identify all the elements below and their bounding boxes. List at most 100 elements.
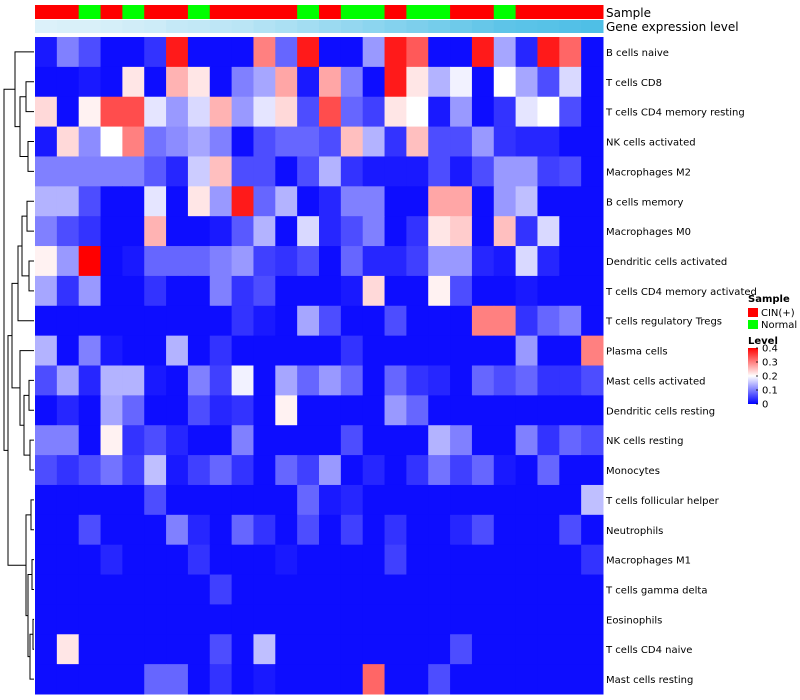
heatmap-cell xyxy=(362,335,386,366)
heatmap-cell xyxy=(78,484,102,516)
expression-annotation-cell xyxy=(559,20,582,33)
heatmap-cell xyxy=(35,335,58,366)
row-label: Mast cells resting xyxy=(606,675,693,686)
heatmap-cell xyxy=(56,365,80,396)
level-tick-label: 0 xyxy=(762,400,768,411)
heatmap-cell xyxy=(166,365,189,396)
heatmap-cell xyxy=(187,335,211,366)
heatmap-cell xyxy=(253,544,276,576)
heatmap-cell xyxy=(537,365,560,396)
heatmap-cell xyxy=(78,544,102,576)
heatmap-cell xyxy=(340,604,364,635)
expression-annotation-cell xyxy=(166,20,189,33)
heatmap-cell xyxy=(537,395,560,426)
heatmap-cell xyxy=(428,634,451,665)
heatmap-cell xyxy=(144,96,167,128)
heatmap-cell xyxy=(100,544,123,576)
heatmap-cell xyxy=(428,574,451,605)
heatmap-cell xyxy=(297,455,320,486)
heatmap-cell xyxy=(297,216,320,247)
heatmap-cell xyxy=(471,216,495,247)
heatmap-cell xyxy=(384,574,407,605)
heatmap-cell xyxy=(275,246,298,277)
heatmap-cell xyxy=(362,544,386,576)
cin-legend-swatch xyxy=(748,308,758,317)
heatmap-cell xyxy=(537,216,560,247)
heatmap-cell xyxy=(187,455,211,486)
heatmap-cell xyxy=(100,335,123,366)
dendrogram-branch xyxy=(19,96,28,157)
heatmap-cell xyxy=(537,634,560,665)
heatmap-cell xyxy=(340,246,364,277)
heatmap-cell xyxy=(56,66,80,98)
heatmap-cell xyxy=(384,604,407,635)
heatmap-cell xyxy=(144,186,167,217)
heatmap-cell xyxy=(450,574,473,605)
heatmap-cell xyxy=(253,664,276,695)
heatmap-cell xyxy=(78,246,102,277)
sample-annotation-cell xyxy=(319,5,342,19)
heatmap-cell xyxy=(362,186,386,217)
heatmap-cell xyxy=(253,574,276,605)
heatmap-cell xyxy=(275,425,298,456)
heatmap-cell xyxy=(450,335,473,366)
sample-annotation-cell xyxy=(471,5,495,19)
level-color-bar xyxy=(748,348,758,404)
heatmap-cell xyxy=(100,305,123,337)
heatmap-cell xyxy=(275,514,298,546)
expression-annotation-cell xyxy=(384,20,407,33)
sample-annotation-cell xyxy=(493,5,517,19)
sample-annotation-cell xyxy=(35,5,58,19)
heatmap-cell xyxy=(537,305,560,337)
heatmap-cell xyxy=(275,634,298,665)
heatmap-cell xyxy=(231,664,254,695)
heatmap-cell xyxy=(428,484,451,516)
heatmap-cell xyxy=(78,425,102,456)
heatmap-cell xyxy=(581,246,604,277)
heatmap-cell xyxy=(144,425,167,456)
heatmap-cell xyxy=(362,604,386,635)
row-label: NK cells activated xyxy=(606,138,696,149)
sample-annotation-cell xyxy=(56,5,80,19)
heatmap-cell xyxy=(450,126,473,157)
expression-annotation-cell xyxy=(471,20,495,33)
sample-annotation-cell xyxy=(362,5,386,19)
dendrogram-branch xyxy=(31,559,34,590)
heatmap-cell xyxy=(56,514,80,546)
heatmap-cell xyxy=(340,186,364,217)
heatmap-cell xyxy=(187,37,211,68)
heatmap-cell xyxy=(471,574,495,605)
heatmap-cell xyxy=(471,37,495,68)
row-label: T cells follicular helper xyxy=(605,496,720,507)
heatmap-cell xyxy=(209,365,233,396)
heatmap-cell xyxy=(515,275,538,307)
heatmap-cell xyxy=(450,664,473,695)
heatmap-cell xyxy=(471,634,495,665)
heatmap-cell xyxy=(144,335,167,366)
row-label: B cells memory xyxy=(606,197,683,208)
heatmap-cell xyxy=(35,96,58,128)
heatmap-cell xyxy=(187,66,211,98)
heatmap-cell xyxy=(35,305,58,337)
dendrogram-branch xyxy=(29,439,34,471)
heatmap-cell xyxy=(253,365,276,396)
heatmap-cell xyxy=(275,96,298,128)
heatmap-cell xyxy=(297,634,320,665)
heatmap-cell xyxy=(122,664,145,695)
heatmap-cell xyxy=(362,664,386,695)
heatmap-cell xyxy=(559,514,582,546)
heatmap-cell xyxy=(78,216,102,247)
row-label: T cells CD4 naive xyxy=(605,645,692,656)
heatmap-cell xyxy=(428,186,451,217)
heatmap-cell xyxy=(384,335,407,366)
heatmap-cell xyxy=(319,96,342,128)
heatmap-cell xyxy=(406,66,429,98)
level-tick-label: 0.1 xyxy=(762,386,778,397)
heatmap-cell xyxy=(515,574,538,605)
heatmap-cell xyxy=(35,246,58,277)
expression-annotation-cell xyxy=(493,20,517,33)
heatmap-cell xyxy=(209,395,233,426)
heatmap-cell xyxy=(100,514,123,546)
heatmap-cell xyxy=(122,634,145,665)
heatmap-cell xyxy=(515,425,538,456)
